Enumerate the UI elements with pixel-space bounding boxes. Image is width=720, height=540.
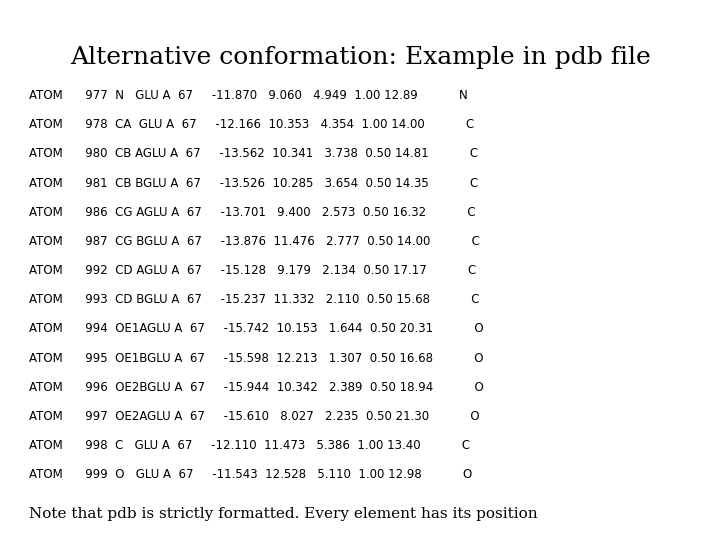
Text: ATOM      992  CD AGLU A  67     -15.128   9.179   2.134  0.50 17.17           C: ATOM 992 CD AGLU A 67 -15.128 9.179 2.13… <box>29 264 476 277</box>
Text: ATOM      981  CB BGLU A  67     -13.526  10.285   3.654  0.50 14.35           C: ATOM 981 CB BGLU A 67 -13.526 10.285 3.6… <box>29 177 478 190</box>
Text: ATOM      995  OE1BGLU A  67     -15.598  12.213   1.307  0.50 16.68           O: ATOM 995 OE1BGLU A 67 -15.598 12.213 1.3… <box>29 352 483 365</box>
Text: ATOM      987  CG BGLU A  67     -13.876  11.476   2.777  0.50 14.00           C: ATOM 987 CG BGLU A 67 -13.876 11.476 2.7… <box>29 235 480 248</box>
Text: ATOM      980  CB AGLU A  67     -13.562  10.341   3.738  0.50 14.81           C: ATOM 980 CB AGLU A 67 -13.562 10.341 3.7… <box>29 147 478 160</box>
Text: ATOM      994  OE1AGLU A  67     -15.742  10.153   1.644  0.50 20.31           O: ATOM 994 OE1AGLU A 67 -15.742 10.153 1.6… <box>29 322 483 335</box>
Text: Alternative conformation: Example in pdb file: Alternative conformation: Example in pdb… <box>70 46 650 69</box>
Text: ATOM      996  OE2BGLU A  67     -15.944  10.342   2.389  0.50 18.94           O: ATOM 996 OE2BGLU A 67 -15.944 10.342 2.3… <box>29 381 484 394</box>
Text: ATOM      998  C   GLU A  67     -12.110  11.473   5.386  1.00 13.40           C: ATOM 998 C GLU A 67 -12.110 11.473 5.386… <box>29 439 470 452</box>
Text: ATOM      997  OE2AGLU A  67     -15.610   8.027   2.235  0.50 21.30           O: ATOM 997 OE2AGLU A 67 -15.610 8.027 2.23… <box>29 410 480 423</box>
Text: Note that pdb is strictly formatted. Every element has its position: Note that pdb is strictly formatted. Eve… <box>29 507 537 521</box>
Text: ATOM      978  CA  GLU A  67     -12.166  10.353   4.354  1.00 14.00           C: ATOM 978 CA GLU A 67 -12.166 10.353 4.35… <box>29 118 474 131</box>
Text: ATOM      986  CG AGLU A  67     -13.701   9.400   2.573  0.50 16.32           C: ATOM 986 CG AGLU A 67 -13.701 9.400 2.57… <box>29 206 475 219</box>
Text: ATOM      999  O   GLU A  67     -11.543  12.528   5.110  1.00 12.98           O: ATOM 999 O GLU A 67 -11.543 12.528 5.110… <box>29 468 472 481</box>
Text: ATOM      977  N   GLU A  67     -11.870   9.060   4.949  1.00 12.89           N: ATOM 977 N GLU A 67 -11.870 9.060 4.949 … <box>29 89 467 102</box>
Text: ATOM      993  CD BGLU A  67     -15.237  11.332   2.110  0.50 15.68           C: ATOM 993 CD BGLU A 67 -15.237 11.332 2.1… <box>29 293 480 306</box>
